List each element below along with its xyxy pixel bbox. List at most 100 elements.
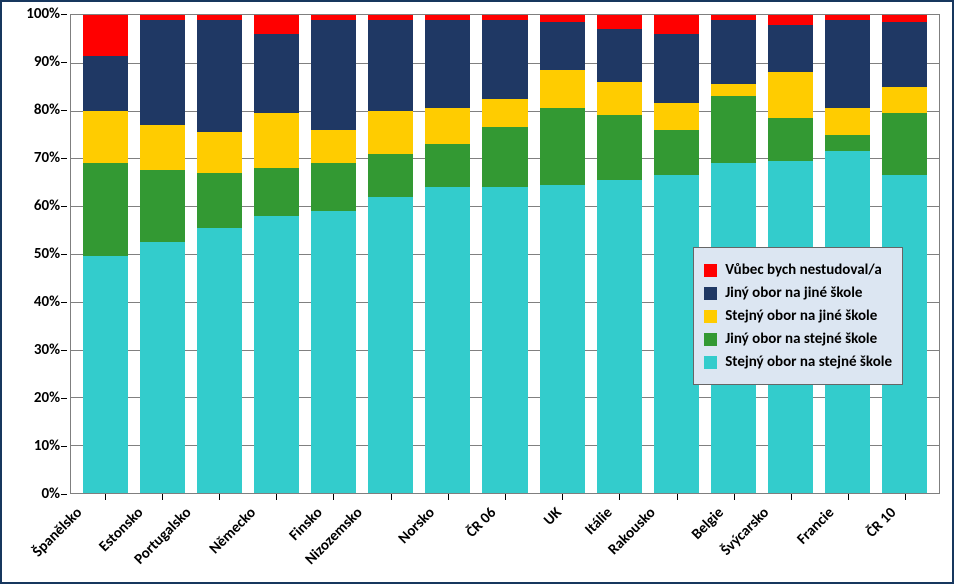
bar-segment — [254, 34, 299, 113]
bar-group — [540, 15, 585, 493]
bar-segment — [254, 113, 299, 168]
y-tick-label: 80% — [34, 101, 60, 119]
x-label: Norsko — [425, 494, 470, 584]
bar-segment — [83, 56, 128, 111]
bar-segment — [140, 242, 185, 493]
bar-segment — [540, 108, 585, 184]
bar-group — [368, 15, 413, 493]
legend-swatch — [704, 287, 717, 300]
bar-segment — [597, 29, 642, 82]
bar-segment — [197, 228, 242, 493]
bar-segment — [711, 20, 756, 85]
bar-segment — [254, 168, 299, 216]
legend-item: Stejný obor na jiné škole — [704, 307, 892, 325]
x-label: Francie — [826, 494, 871, 584]
bar-group — [311, 15, 356, 493]
legend-item: Stejný obor na stejné škole — [704, 353, 892, 371]
bar-segment — [825, 108, 870, 134]
x-label: Rakousko — [654, 494, 699, 584]
legend-item: Vůbec bych nestudoval/a — [704, 261, 892, 279]
chart-container: Vůbec bych nestudoval/a Jiný obor na jiné… — [0, 0, 954, 584]
legend-swatch — [704, 333, 717, 346]
bar-segment — [711, 96, 756, 163]
bar-segment — [311, 163, 356, 211]
y-tick-label: 20% — [34, 389, 60, 407]
bar-segment — [368, 20, 413, 111]
bar-segment — [540, 22, 585, 70]
bar-segment — [83, 15, 128, 56]
bar-segment — [882, 22, 927, 87]
bar-segment — [882, 113, 927, 175]
bar-segment — [540, 15, 585, 22]
bar-segment — [654, 15, 699, 34]
bar-segment — [654, 130, 699, 175]
bar-segment — [368, 197, 413, 493]
x-label: ČR 06 — [482, 494, 527, 584]
legend-swatch — [704, 310, 717, 323]
bar-segment — [311, 20, 356, 130]
bar-group — [254, 15, 299, 493]
bar-segment — [482, 127, 527, 187]
bar-segment — [654, 175, 699, 493]
bar-segment — [482, 20, 527, 99]
bar-segment — [597, 115, 642, 180]
legend-swatch — [704, 356, 717, 369]
bar-segment — [597, 180, 642, 493]
bar-segment — [768, 118, 813, 161]
bar-segment — [654, 34, 699, 103]
bar-segment — [83, 163, 128, 256]
bar-segment — [768, 25, 813, 73]
x-label-text: UK — [541, 504, 566, 529]
bar-segment — [425, 20, 470, 108]
bar-segment — [425, 144, 470, 187]
bar-segment — [425, 108, 470, 144]
bar-group — [425, 15, 470, 493]
legend-item: Jiný obor na stejné škole — [704, 330, 892, 348]
bar-segment — [140, 125, 185, 170]
bar-segment — [368, 111, 413, 154]
y-tick-label: 30% — [34, 341, 60, 359]
x-label-text: Itálie — [582, 504, 617, 539]
bar-group — [140, 15, 185, 493]
bar-group — [482, 15, 527, 493]
bar-segment — [882, 87, 927, 113]
bar-segment — [311, 211, 356, 493]
bar-group — [597, 15, 642, 493]
legend-label: Stejný obor na stejné škole — [725, 353, 892, 371]
legend-label: Stejný obor na jiné škole — [725, 307, 877, 325]
bar-segment — [482, 187, 527, 493]
bar-segment — [882, 15, 927, 22]
bar-segment — [83, 256, 128, 493]
bar-segment — [254, 15, 299, 34]
y-tick-label: 60% — [34, 197, 60, 215]
bar-segment — [83, 111, 128, 164]
y-tick-label: 100% — [26, 5, 60, 23]
bar-segment — [768, 15, 813, 25]
legend-label: Vůbec bych nestudoval/a — [725, 261, 882, 279]
x-label: ČR 10 — [883, 494, 928, 584]
legend: Vůbec bych nestudoval/a Jiný obor na jiné… — [693, 247, 903, 385]
bar-segment — [654, 103, 699, 129]
bar-segment — [197, 132, 242, 173]
bar-segment — [425, 187, 470, 493]
y-tick-label: 70% — [34, 149, 60, 167]
y-tick-label: 10% — [34, 437, 60, 455]
bar-segment — [825, 135, 870, 152]
y-tick-label: 90% — [34, 53, 60, 71]
bar-group — [654, 15, 699, 493]
bar-segment — [197, 20, 242, 132]
x-label-text: Španělsko — [29, 504, 86, 561]
bar-segment — [254, 216, 299, 493]
bar-segment — [482, 99, 527, 128]
legend-label: Jiný obor na jiné škole — [725, 284, 862, 302]
bar-segment — [711, 84, 756, 96]
bar-segment — [825, 20, 870, 108]
legend-item: Jiný obor na jiné škole — [704, 284, 892, 302]
y-axis: 0%10%20%30%40%50%60%70%80%90%100% — [2, 14, 66, 494]
bar-segment — [597, 82, 642, 115]
bar-segment — [540, 185, 585, 493]
bar-segment — [768, 72, 813, 117]
bar-group — [197, 15, 242, 493]
bar-segment — [540, 70, 585, 108]
bar-segment — [597, 15, 642, 29]
